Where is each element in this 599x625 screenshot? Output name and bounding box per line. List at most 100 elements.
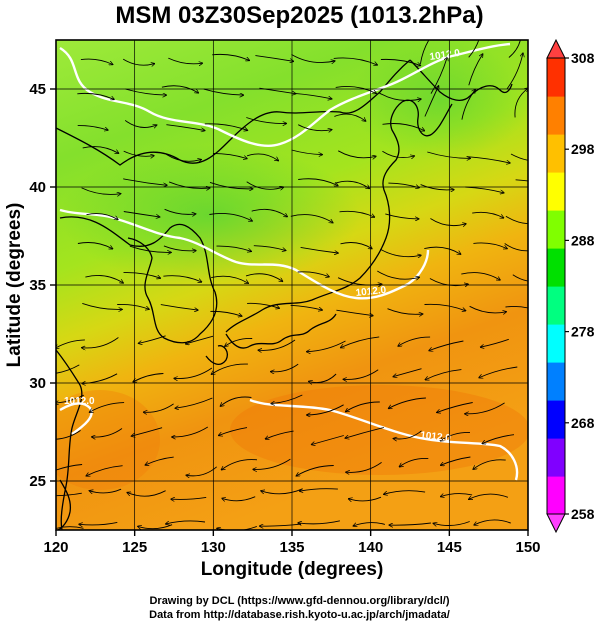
streamline: [56, 492, 82, 497]
streamline: [123, 150, 154, 156]
streamline: [56, 339, 85, 348]
streamline: [146, 456, 174, 465]
colorbar-segment: [547, 324, 565, 363]
streamline: [297, 124, 331, 131]
streamline: [434, 521, 470, 526]
streamline: [389, 397, 426, 408]
y-tick-label: 40: [29, 179, 46, 196]
streamline: [56, 526, 84, 529]
streamline: [333, 57, 377, 65]
streamline: [255, 55, 293, 62]
streamline: [212, 53, 249, 60]
streamline: [309, 373, 337, 383]
streamline: [291, 149, 322, 155]
colorbar-tick-label: 268: [571, 415, 595, 431]
streamline: [81, 187, 121, 195]
streamline: [163, 275, 201, 282]
streamline: [174, 367, 213, 379]
streamline: [168, 57, 202, 64]
streamline: [203, 88, 244, 95]
streamline: [127, 490, 166, 497]
streamline: [295, 92, 331, 98]
streamline: [378, 92, 421, 101]
streamline: [380, 248, 421, 256]
streamline: [441, 456, 471, 465]
streamline: [300, 488, 338, 491]
streamline: [90, 488, 122, 493]
streamline: [389, 522, 431, 525]
streamline: [166, 124, 204, 131]
streamline: [420, 184, 454, 190]
streamline: [123, 272, 161, 279]
coastline-japan-main: [225, 99, 453, 333]
streamline: [92, 428, 123, 438]
streamline: [426, 369, 462, 380]
streamline: [246, 117, 286, 124]
coastline-china-south: [56, 349, 83, 530]
streamline: [86, 213, 118, 220]
y-axis-ticks: 25 30 35 40 45: [29, 81, 56, 490]
streamline: [79, 521, 118, 525]
streamline: [515, 179, 528, 182]
streamline: [298, 520, 341, 524]
streamline: [164, 208, 196, 214]
x-tick-label: 125: [122, 539, 147, 556]
streamline: [251, 208, 287, 216]
contour-label: 1012.0: [429, 48, 461, 63]
streamline: [429, 340, 464, 351]
x-tick-label: 140: [358, 539, 383, 556]
streamline: [377, 270, 419, 279]
streamline: [400, 458, 429, 466]
streamline: [291, 54, 335, 63]
streamline: [172, 426, 209, 437]
warm-region-west: [56, 390, 160, 490]
streamline: [380, 58, 420, 65]
streamline: [382, 150, 414, 157]
streamline: [217, 525, 257, 530]
streamline: [506, 53, 523, 90]
contour-line-south: [249, 398, 519, 481]
streamline: [424, 86, 439, 117]
streamline: [166, 154, 201, 161]
y-tick-label: 25: [29, 473, 46, 490]
streamline: [384, 490, 426, 495]
streamline: [394, 430, 422, 439]
streamline: [504, 243, 528, 252]
streamline: [474, 519, 511, 525]
streamline: [222, 496, 256, 501]
streamline: [514, 88, 528, 118]
x-tick-label: 130: [201, 539, 226, 556]
streamline: [469, 493, 509, 499]
streamline: [297, 465, 334, 476]
streamline: [337, 150, 376, 158]
colorbar-segment: [547, 58, 565, 97]
x-tick-label: 135: [279, 539, 304, 556]
cool-region-north: [350, 40, 528, 160]
colorbar-frame: [546, 57, 566, 515]
streamline: [133, 373, 164, 382]
streamline: [216, 245, 252, 251]
colorbar-over-arrow: [546, 38, 566, 59]
y-tick-label: 30: [29, 375, 46, 392]
streamline: [123, 211, 160, 217]
colorbar-tick-label: 288: [571, 232, 595, 248]
streamline: [334, 113, 365, 121]
contour-line-west: [59, 402, 93, 435]
streamline: [430, 57, 447, 94]
streamline: [336, 309, 372, 315]
streamline: [473, 459, 506, 469]
colorbar-tick-label: 308: [571, 50, 595, 66]
colorbar-segment: [547, 134, 565, 173]
streamline: [472, 211, 503, 217]
streamline: [82, 302, 122, 309]
colorbar-segment: [547, 438, 565, 477]
streamline: [479, 366, 518, 378]
colorbar-labels: 308 298 288 278 268 258: [565, 50, 595, 522]
streamline: [508, 40, 521, 58]
streamline: [424, 246, 460, 254]
streamline: [86, 465, 123, 476]
y-axis-label: Latitude (degrees): [4, 203, 25, 368]
streamline: [211, 275, 248, 283]
streamline: [161, 85, 198, 93]
